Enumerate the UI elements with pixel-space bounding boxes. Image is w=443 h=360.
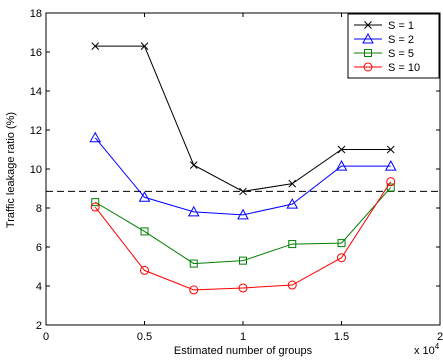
- data-point: [337, 253, 346, 263]
- y-tick-label: 16: [30, 47, 42, 59]
- data-point: [89, 131, 102, 143]
- axis-ticks: 0 0.5 1 1.5 2 2 4 6 8 10 12 14 16 18: [30, 8, 443, 343]
- x-tick-label: 1: [240, 331, 246, 343]
- x-tick-label: 0.5: [137, 331, 152, 343]
- data-point: [140, 227, 149, 236]
- x-tick-label: 2: [437, 331, 443, 343]
- x-axis-multiplier-exponent: 4: [435, 342, 440, 351]
- data-point: [187, 205, 200, 217]
- series-line: [94, 187, 392, 265]
- legend-label: S = 2: [388, 34, 414, 46]
- data-point: [140, 265, 149, 275]
- y-tick-label: 4: [36, 281, 42, 293]
- x-tick-label: 0: [43, 331, 49, 343]
- data-series: [89, 42, 397, 295]
- y-tick-label: 8: [36, 203, 42, 215]
- data-point: [90, 202, 100, 212]
- series-line: [94, 137, 391, 216]
- data-point: [189, 285, 199, 295]
- data-point: [386, 177, 396, 187]
- data-point: [337, 239, 346, 248]
- data-point: [140, 42, 149, 51]
- legend-entry: S = 2: [354, 32, 414, 46]
- data-point: [287, 280, 297, 290]
- legend-label: S = 1: [388, 20, 414, 32]
- data-point: [384, 160, 397, 171]
- data-point: [91, 42, 100, 51]
- legend-marker: [364, 21, 372, 29]
- series-x: [91, 42, 395, 196]
- x-axis-multiplier: x 104: [414, 342, 440, 357]
- legend-label: S = 5: [388, 48, 414, 60]
- y-tick-label: 6: [36, 242, 42, 254]
- legend-entry: S = 5: [354, 48, 414, 60]
- data-point: [189, 259, 198, 268]
- legend-marker: [362, 32, 374, 44]
- legend: S = 1 S = 2 S = 5 S = 10: [347, 13, 440, 79]
- legend-entry: S = 10: [354, 62, 420, 74]
- series-square: [91, 183, 395, 268]
- x-axis-label: Estimated number of groups: [174, 345, 313, 357]
- series-circle: [90, 177, 396, 295]
- data-point: [288, 179, 297, 188]
- x-axis-multiplier-base: x 10: [414, 345, 435, 357]
- legend-marker: [363, 62, 373, 72]
- legend-entry: S = 1: [354, 20, 414, 32]
- data-point: [386, 145, 395, 154]
- data-point: [189, 161, 198, 169]
- data-point: [239, 256, 247, 265]
- data-point: [91, 198, 100, 207]
- data-point: [337, 145, 346, 154]
- legend-label: S = 10: [388, 62, 420, 74]
- y-tick-label: 10: [30, 164, 42, 176]
- data-point: [138, 191, 151, 202]
- series-line: [94, 181, 392, 291]
- y-tick-label: 12: [30, 125, 42, 137]
- y-axis-label: Traffic leakage ratio (%): [5, 112, 17, 228]
- y-tick-label: 2: [36, 320, 42, 332]
- data-point: [238, 283, 248, 293]
- legend-marker: [364, 49, 372, 57]
- x-tick-label: 1.5: [334, 331, 349, 343]
- data-point: [286, 198, 299, 209]
- data-point: [335, 160, 348, 171]
- data-point: [239, 187, 247, 196]
- y-tick-label: 14: [30, 86, 42, 98]
- data-point: [237, 208, 249, 220]
- y-tick-label: 18: [30, 8, 42, 20]
- series-triangle: [89, 131, 397, 220]
- data-point: [288, 240, 297, 249]
